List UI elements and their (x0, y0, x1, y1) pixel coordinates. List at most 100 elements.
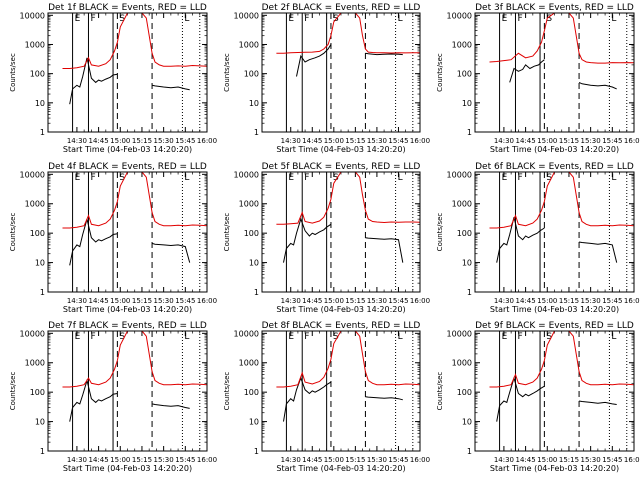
y-tick-label: 1 (254, 447, 259, 456)
events-line (69, 218, 118, 266)
lld-line (62, 13, 207, 69)
marker-letter: L (611, 173, 616, 183)
x-tick-label: 14:45 (515, 456, 535, 464)
events-line (365, 237, 404, 263)
x-tick-label: 15:30 (367, 137, 387, 145)
y-tick-label: 10000 (447, 170, 472, 179)
marker-letter: S (546, 173, 552, 183)
lld-line (276, 172, 420, 225)
x-tick-label: 16:00 (410, 137, 430, 145)
lld-line (489, 331, 634, 388)
marker-letter: E (75, 14, 81, 24)
panel-title: Det 9f BLACK = Events, RED = LLD (475, 321, 634, 331)
marker-letter: L (398, 332, 403, 342)
lld-line (62, 172, 207, 229)
x-tick-label: 16:00 (197, 297, 217, 305)
panel-det-8: Det 8f BLACK = Events, RED = LLD Counts/s… (223, 321, 430, 473)
y-tick-label: 1 (467, 128, 472, 137)
marker-letter: F (517, 173, 522, 183)
x-tick-label: 16:00 (197, 137, 217, 145)
x-tick-label: 14:45 (515, 137, 535, 145)
y-tick-label: 1000 (239, 40, 259, 49)
y-tick-label: 100 (457, 70, 472, 79)
x-tick-label: 16:00 (624, 137, 640, 145)
y-tick-label: 10000 (234, 11, 259, 20)
events-line (69, 57, 118, 105)
x-tick-label: 15:30 (367, 297, 387, 305)
plot-frame (474, 330, 635, 452)
marker-letter: E (502, 14, 508, 24)
lld-line (276, 13, 420, 54)
x-tick-label: 14:30 (494, 456, 514, 464)
x-axis-label: Start Time (04-Feb-03 14:20:20) (276, 464, 405, 473)
x-tick-label: 15:15 (559, 456, 579, 464)
x-tick-label: 15:00 (537, 456, 557, 464)
x-tick-label: 15:30 (367, 456, 387, 464)
marker-letter: L (611, 332, 616, 342)
marker-letter: S (546, 14, 552, 24)
events-line (365, 52, 403, 56)
x-tick-label: 14:45 (88, 456, 108, 464)
x-tick-label: 15:45 (602, 456, 622, 464)
marker-letter: L (398, 14, 403, 24)
y-tick-label: 1 (40, 288, 45, 297)
y-tick-label: 1 (467, 288, 472, 297)
lld-line (62, 331, 207, 388)
panel-title: Det 8f BLACK = Events, RED = LLD (262, 321, 421, 331)
x-tick-label: 15:15 (345, 297, 365, 305)
panel-det-1: Det 1f BLACK = Events, RED = LLD Counts/s… (9, 3, 217, 154)
x-tick-label: 14:30 (67, 137, 87, 145)
events-line (579, 400, 617, 405)
y-tick-label: 10000 (234, 170, 259, 179)
plot-frame (47, 171, 208, 293)
panel-det-4: Det 4f BLACK = Events, RED = LLD Counts/s… (9, 162, 217, 314)
y-axis-label: Counts/sec (223, 213, 231, 252)
plot-frame (261, 12, 421, 133)
y-tick-label: 100 (30, 229, 45, 238)
x-tick-label: 15:30 (581, 297, 601, 305)
marker-letter: F (90, 332, 95, 342)
x-axis-label: Start Time (04-Feb-03 14:20:20) (490, 305, 619, 314)
x-tick-label: 15:45 (388, 456, 408, 464)
x-tick-label: 15:30 (154, 456, 174, 464)
x-tick-label: 16:00 (410, 297, 430, 305)
y-tick-label: 10 (35, 259, 45, 268)
events-line (283, 217, 332, 263)
plot-frame (474, 12, 635, 133)
marker-letter: S (333, 173, 339, 183)
x-tick-label: 14:45 (88, 137, 108, 145)
events-line (509, 59, 545, 83)
y-tick-label: 100 (30, 70, 45, 79)
panel-title: Det 4f BLACK = Events, RED = LLD (48, 162, 207, 172)
marker-letter: L (184, 14, 189, 24)
y-tick-label: 1000 (25, 40, 45, 49)
y-axis-label: Counts/sec (436, 372, 444, 411)
x-tick-label: 15:00 (110, 456, 130, 464)
x-tick-label: 15:45 (388, 137, 408, 145)
y-tick-label: 1000 (25, 200, 45, 209)
events-line (283, 376, 332, 422)
x-tick-label: 14:30 (281, 137, 301, 145)
x-tick-label: 15:45 (175, 137, 195, 145)
marker-letter: F (304, 332, 309, 342)
y-tick-label: 1000 (239, 359, 259, 368)
events-line (69, 378, 118, 422)
marker-letter: E (288, 14, 294, 24)
x-tick-label: 14:30 (281, 456, 301, 464)
y-axis-label: Counts/sec (436, 213, 444, 252)
x-tick-label: 15:45 (602, 137, 622, 145)
marker-letter: F (304, 173, 309, 183)
y-tick-label: 10 (462, 259, 472, 268)
events-line (365, 396, 403, 401)
y-tick-label: 10000 (447, 11, 472, 20)
y-tick-label: 10 (249, 259, 259, 268)
y-tick-label: 10 (35, 418, 45, 427)
panel-title: Det 7f BLACK = Events, RED = LLD (48, 321, 207, 331)
y-tick-label: 1000 (452, 359, 472, 368)
x-tick-label: 15:15 (132, 456, 152, 464)
lld-line (489, 172, 634, 229)
marker-letter: L (184, 332, 189, 342)
marker-letter: S (119, 14, 125, 24)
marker-letter: F (517, 332, 522, 342)
panel-det-7: Det 7f BLACK = Events, RED = LLD Counts/s… (9, 321, 217, 473)
